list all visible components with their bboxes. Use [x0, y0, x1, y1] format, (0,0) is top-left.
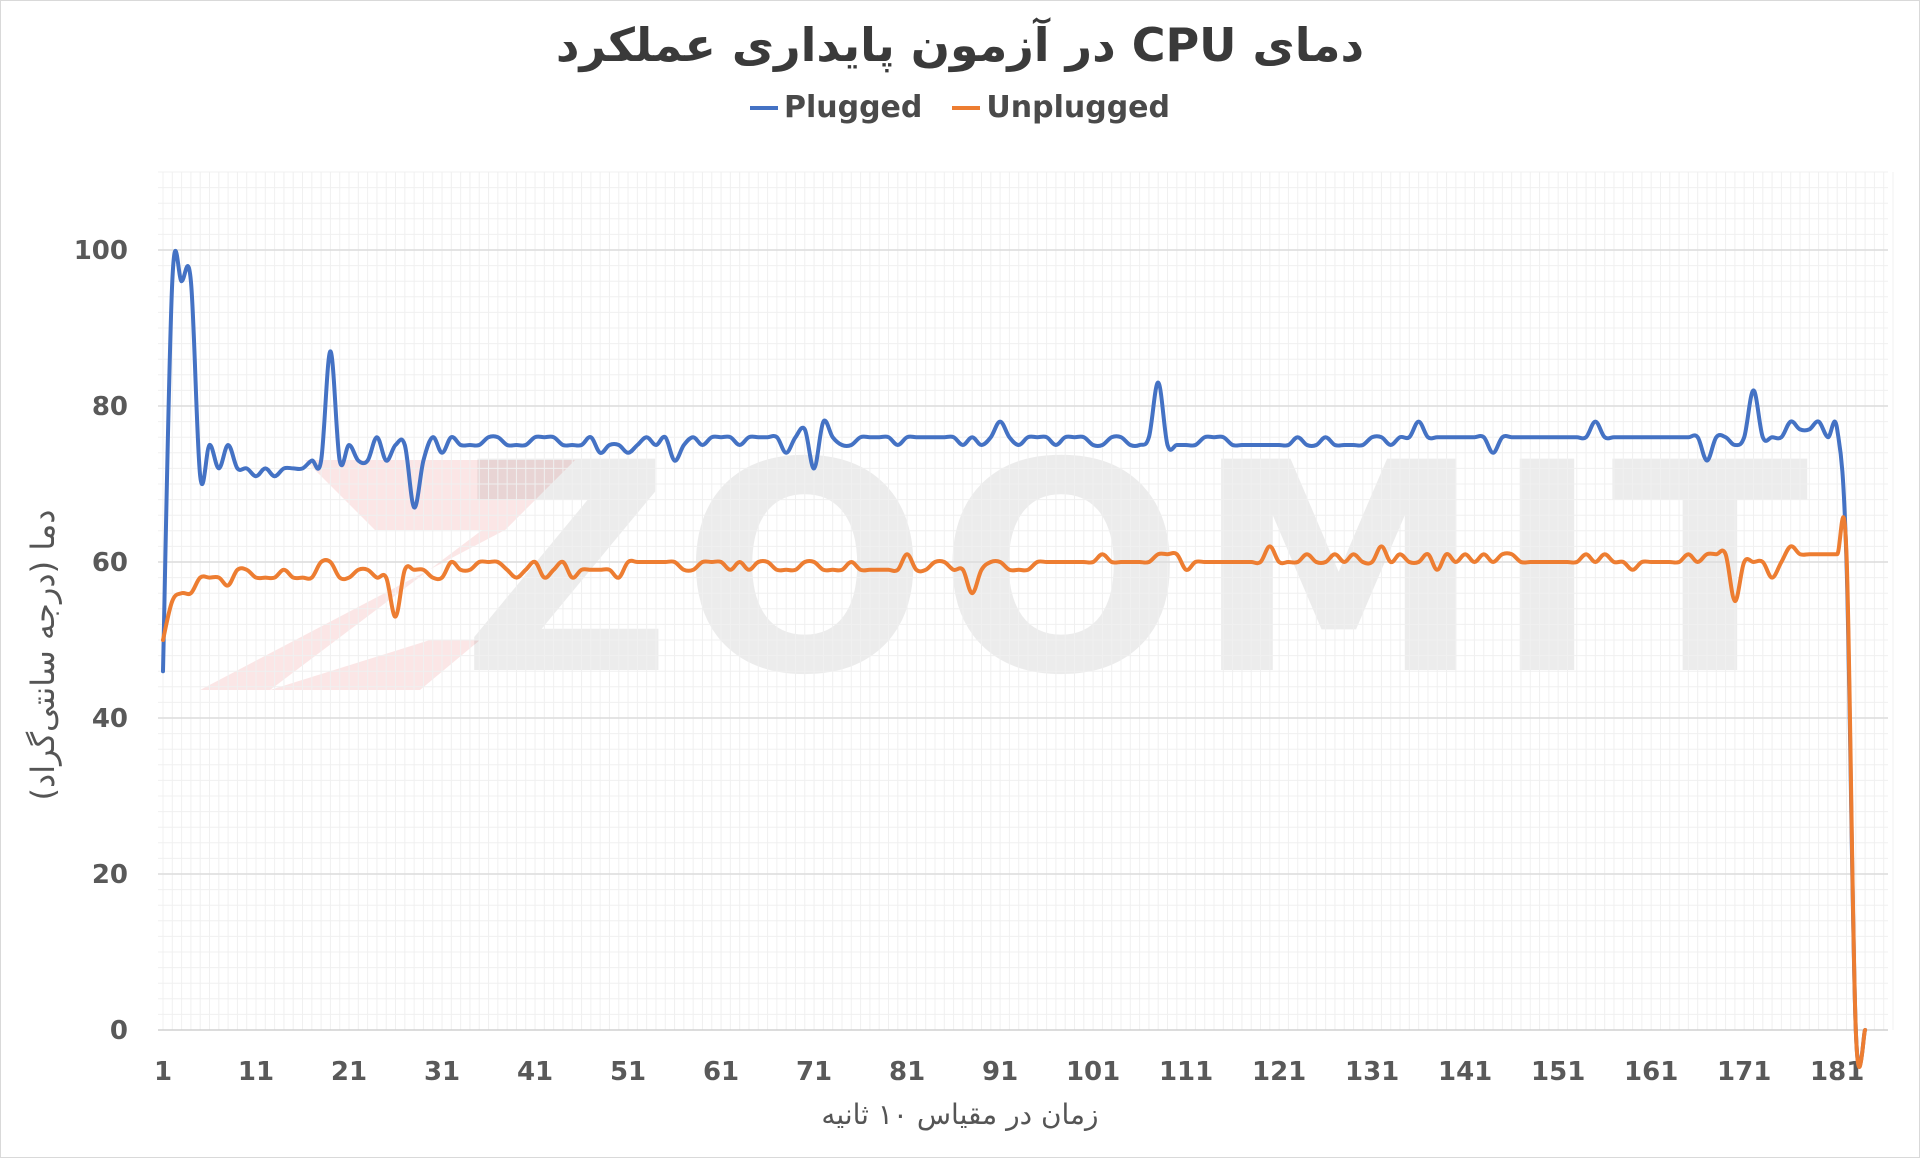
x-tick-label: 111 [1159, 1057, 1213, 1087]
x-tick-label: 81 [889, 1057, 925, 1087]
x-tick-label: 121 [1252, 1057, 1306, 1087]
x-tick-label: 51 [610, 1057, 646, 1087]
x-tick-label: 151 [1531, 1057, 1585, 1087]
x-tick-label: 61 [703, 1057, 739, 1087]
legend-label-plugged: Plugged [783, 90, 923, 125]
minor-gridlines [158, 171, 1894, 1031]
x-tick-label: 21 [331, 1057, 367, 1087]
y-tick-label: 100 [74, 236, 128, 266]
legend-label-unplugged: Unplugged [986, 90, 1170, 125]
x-tick-label: 101 [1066, 1057, 1120, 1087]
y-tick-label: 60 [92, 548, 128, 578]
x-tick-label: 41 [517, 1057, 553, 1087]
y-axis-tick-labels: 0 20 40 60 80 100 [74, 236, 128, 1046]
legend: Plugged Unplugged [0, 90, 1920, 125]
x-tick-label: 141 [1438, 1057, 1492, 1087]
x-tick-label: 11 [238, 1057, 274, 1087]
series-lines [161, 248, 1868, 1069]
chart-title: دمای CPU در آزمون پایداری عملکرد [555, 18, 1365, 72]
y-tick-label: 0 [110, 1016, 128, 1046]
x-tick-label: 1 [154, 1057, 172, 1087]
series-line-unplugged [161, 515, 1868, 1069]
legend-swatch-unplugged [952, 105, 981, 110]
legend-item-unplugged: Unplugged [952, 90, 1170, 125]
x-tick-label: 171 [1717, 1057, 1771, 1087]
series-line-plugged [161, 248, 1868, 1069]
y-tick-label: 40 [92, 704, 128, 734]
legend-swatch-plugged [749, 105, 778, 110]
x-tick-label: 31 [424, 1057, 460, 1087]
major-gridlines [158, 249, 1888, 1031]
y-tick-label: 20 [92, 860, 128, 890]
legend-item-plugged: Plugged [749, 90, 923, 125]
x-tick-label: 181 [1810, 1057, 1864, 1087]
x-axis-tick-labels: 1 11 21 31 41 51 61 71 81 91 101 111 121 131 141 151 161… [154, 1057, 1864, 1087]
x-tick-label: 161 [1624, 1057, 1678, 1087]
x-tick-label: 131 [1345, 1057, 1399, 1087]
y-axis-title: دما (درجه سانتی‌گراد) [24, 509, 62, 801]
x-axis-title: زمان در مقیاس ۱۰ ثانیه [821, 1098, 1099, 1131]
x-tick-label: 91 [982, 1057, 1018, 1087]
y-tick-label: 80 [92, 392, 128, 422]
x-tick-label: 71 [796, 1057, 832, 1087]
